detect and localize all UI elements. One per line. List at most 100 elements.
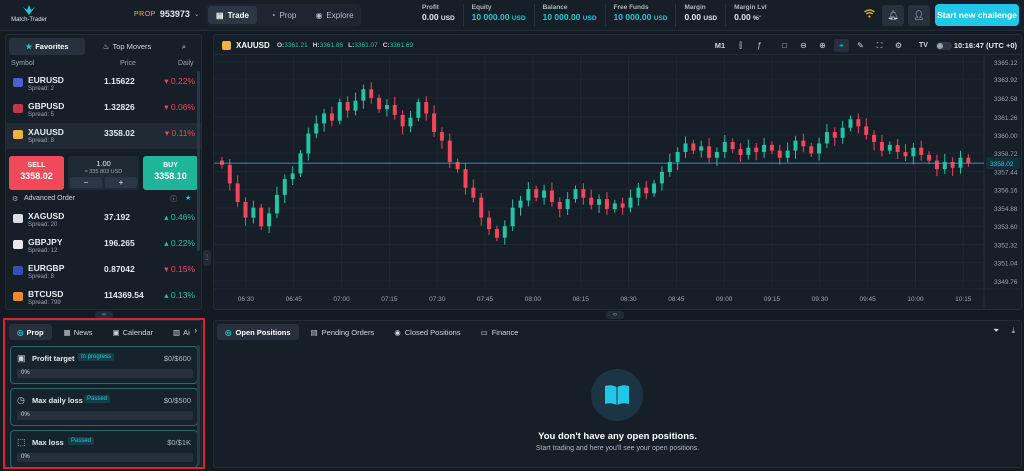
prop-icon: ◔ [270, 10, 276, 20]
pencil-icon[interactable]: ✎ [857, 41, 864, 50]
search-button[interactable]: ⌕ [169, 38, 199, 55]
tab-closed-positions[interactable]: ◉ Closed Positions [386, 324, 468, 340]
candle [597, 199, 602, 205]
col-daily: Daily [178, 60, 194, 67]
candle [542, 190, 547, 198]
chevron-down-icon: ⌄ [193, 11, 200, 18]
profile-button[interactable]: 👤︎ [908, 5, 930, 26]
brand-name: Match-Trader [11, 17, 47, 23]
tab-news[interactable]: ▦ News [56, 324, 101, 340]
timeframe-selector[interactable]: M1 [714, 41, 726, 50]
candle-type-icon[interactable]: ⫿ [739, 40, 742, 50]
candle [769, 144, 774, 151]
search-icon: ⌕ [181, 41, 187, 51]
tab-ai[interactable]: ▥ Ai [165, 324, 198, 340]
start-challenge-button[interactable]: Start new challenge [935, 4, 1019, 26]
gear-icon[interactable]: ⚙ [894, 41, 903, 50]
watchlist-scrollbar[interactable] [197, 71, 200, 251]
tab-calendar[interactable]: ▣ Calendar [105, 324, 162, 340]
x-tick-label: 08:00 [525, 296, 542, 303]
zoom-in-icon[interactable]: ⊕ [819, 41, 826, 50]
indicators-icon[interactable]: ƒ [757, 41, 762, 50]
tab-pending-orders[interactable]: ▤ Pending Orders [303, 324, 383, 340]
candle [722, 142, 727, 153]
brand-logo[interactable]: Match-Trader [8, 4, 50, 26]
candle [322, 113, 327, 124]
metric-value: 10 000.00 USD [543, 12, 597, 22]
info-icon[interactable]: ⓘ [170, 196, 177, 203]
volume-value[interactable]: 1.00 [96, 159, 111, 168]
account-selector[interactable]: PROP 953973 ⌄ [134, 9, 200, 19]
x-tick-label: 07:30 [429, 296, 446, 303]
metric-number: 0.00 [422, 12, 439, 22]
tab-finance[interactable]: ▭ Finance [473, 324, 527, 340]
volume-decrease-button[interactable]: − [70, 177, 102, 188]
panel-resize-handle[interactable]: ‹› [606, 311, 624, 319]
tab-prop[interactable]: ◎ Prop [9, 324, 52, 340]
filter-icon[interactable]: ⏷ [993, 326, 1000, 335]
symbol-flag [222, 41, 231, 50]
chevron-down-icon[interactable]: ⌄ [757, 12, 763, 19]
chevron-right-icon[interactable]: › [194, 326, 197, 335]
candle [455, 162, 460, 170]
candle [699, 146, 704, 151]
prop-card-max-daily-loss[interactable]: ◷ Max daily loss Passed $0/$500 0% [10, 388, 198, 426]
nav-tab-label: Trade [227, 10, 249, 20]
watchlist-row-xagusd[interactable]: XAGUSD Spread: 20 37.192 ▴ 0.46% [6, 207, 201, 233]
watchlist-row-gbpjpy[interactable]: GBPJPY Spread: 12 196.265 ▴ 0.22% [6, 233, 201, 259]
prop-scrollbar[interactable] [197, 345, 200, 465]
positions-tabs: ◎ Open Positions ▤ Pending Orders ◉ Clos… [217, 324, 526, 340]
metric-label: Equity [471, 4, 492, 11]
tab-open-positions[interactable]: ◎ Open Positions [217, 324, 299, 340]
crosshair-icon[interactable]: ⌖ [834, 39, 849, 52]
sell-button[interactable]: SELL 3358.02 [9, 156, 64, 190]
main-nav: ▤ Trade ◔ Prop ◉ Explore [206, 4, 361, 26]
candle [557, 201, 562, 210]
symbol-change: ▴ 0.46% [164, 212, 195, 223]
symbol-price: 37.192 [104, 212, 130, 222]
tab-label: News [73, 327, 93, 337]
star-icon[interactable]: ★ [185, 195, 192, 202]
watchlist-row-xauusd[interactable]: XAUUSD Spread: 8 3358.02 ▾ 0.11% [6, 123, 201, 149]
prop-card-max-loss[interactable]: ⬚ Max loss Passed $0/$1K 0% [10, 430, 198, 468]
chart-symbol[interactable]: XAUUSD [236, 41, 270, 50]
tab-top-movers[interactable]: ♨ Top Movers [89, 38, 165, 55]
symbol-price: 196.265 [104, 238, 135, 248]
tab-label: Open Positions [235, 327, 291, 337]
toggle-switch[interactable] [935, 39, 953, 52]
watchlist-row-eurgbp[interactable]: EURGBP Spread: 8 0.87042 ▾ 0.15% [6, 259, 201, 285]
zoom-out-icon[interactable]: ⊖ [800, 41, 807, 50]
download-icon[interactable]: ⤓ [1011, 326, 1015, 335]
tab-favorites[interactable]: ★ Favorites [9, 38, 85, 55]
volume-increase-button[interactable]: + [105, 177, 137, 188]
progress-label: 0% [21, 370, 30, 376]
fullscreen-icon[interactable]: ⛶ [876, 40, 883, 50]
nav-tab-trade[interactable]: ▤ Trade [208, 6, 257, 24]
clock-icon: ◷ [17, 395, 25, 405]
panel-resize-handle[interactable]: ‹› [95, 311, 113, 319]
candle [777, 150, 782, 158]
tab-label: Closed Positions [404, 327, 461, 337]
symbol-name: EURGBP [28, 263, 65, 273]
candle [714, 152, 719, 158]
side-resize-handle[interactable]: ⋮ [203, 250, 211, 266]
nav-tab-explore[interactable]: ◉ Explore [310, 6, 359, 24]
candle [219, 160, 224, 165]
sell-price: 3358.02 [20, 171, 53, 181]
advanced-order-row[interactable]: ⚙ Advanced Order ⓘ ★ [6, 193, 201, 207]
price-chart[interactable]: 3365.12 3363.92 3362.58 3361.26 3360.00 3358.… [214, 55, 1021, 309]
candle [675, 152, 680, 163]
x-tick-label: 07:15 [381, 296, 398, 303]
candle [840, 127, 845, 138]
notifications-button[interactable]: 🔔︎ [882, 5, 904, 26]
watchlist-row-btcusd[interactable]: BTCUSD Spread: 799 114369.54 ▴ 0.13% [6, 285, 201, 311]
rectangle-icon[interactable]: □ [782, 41, 787, 50]
x-tick-label: 06:45 [286, 296, 303, 303]
watchlist-row-eurusd[interactable]: EURUSD Spread: 2 1.15622 ▾ 0.22% [6, 71, 201, 97]
nav-tab-prop[interactable]: ◔ Prop [259, 6, 308, 24]
symbol-name: XAGUSD [28, 211, 65, 221]
chart-toolbar: XAUUSD O:3361.21 H:3361.86 L:3361.07 C:3… [214, 35, 1021, 55]
symbol-name: GBPJPY [28, 237, 63, 247]
watchlist-row-gbpusd[interactable]: GBPUSD Spread: 5 1.32826 ▾ 0.06% [6, 97, 201, 123]
buy-button[interactable]: BUY 3358.10 [143, 156, 198, 190]
